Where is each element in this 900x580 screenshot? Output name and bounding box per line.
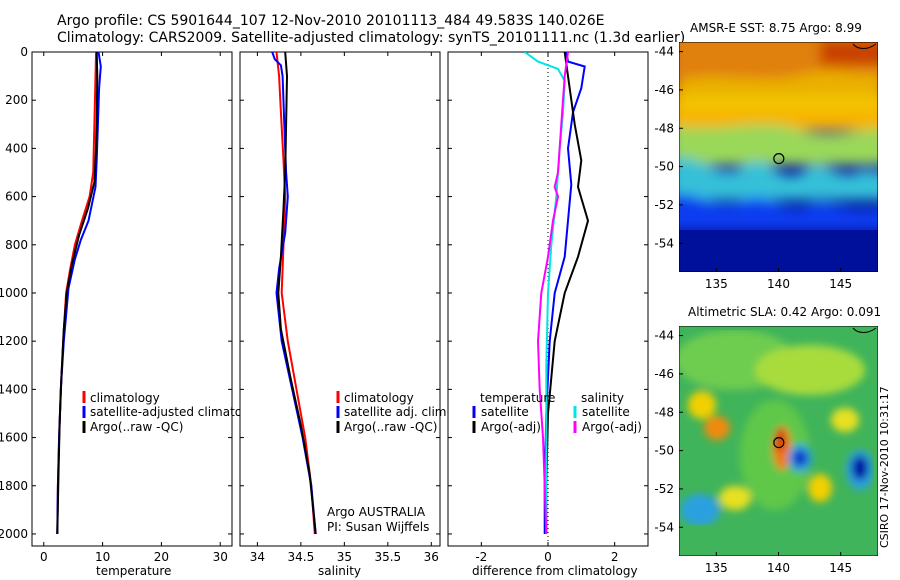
temperature-panel: 0 10 20 30 0 200 400 600 800 1000 1200 1400 1600 1800… <box>0 45 268 578</box>
profile-line-argo-adj- <box>536 52 569 535</box>
map-y-tick-label: -54 <box>654 520 674 534</box>
x-tick-label: 35.5 <box>374 550 401 564</box>
legend-text: satellite <box>481 405 529 419</box>
map-y-tick-label: -48 <box>654 405 674 419</box>
map-y-tick-label: -44 <box>654 45 674 59</box>
profile-line-argo-raw-qc- <box>56 52 99 535</box>
sla-map-ticks: 135 140 145 -44 -46 -48 -50 -52 -54 <box>654 329 852 575</box>
x-tick-label: 20 <box>154 550 169 564</box>
map-x-tick-label: 145 <box>829 561 852 575</box>
difference-xlabel: difference from climatology <box>472 564 638 578</box>
map-x-tick-label: 140 <box>767 561 790 575</box>
map-y-tick-label: -52 <box>654 198 674 212</box>
salinity-panel: 34 34.5 35 35.5 36 salinity climatology sate… <box>239 51 450 578</box>
argo-float-marker-sla <box>773 436 785 449</box>
map-y-tick-label: -52 <box>654 482 674 496</box>
x-tick-label: 0 <box>544 550 552 564</box>
y-tick-label: 1600 <box>0 431 28 445</box>
y-tick-label: 1400 <box>0 382 28 396</box>
y-tick-label: 200 <box>5 93 28 107</box>
profile-line-satellite <box>524 52 566 534</box>
x-tick-label: 35 <box>337 550 352 564</box>
argo-annotation-line2: PI: Susan Wijffels <box>327 520 429 534</box>
legend-text: satellite-adjusted climatology <box>90 405 268 419</box>
x-tick-label: 30 <box>213 550 228 564</box>
legend-text: Argo(-adj) <box>582 420 642 434</box>
salinity-legend: climatology satellite adj. clim. Argo(..… <box>336 391 450 434</box>
map-y-tick-label: -46 <box>654 83 674 97</box>
sst-map-ticks: 135 140 145 -44 -46 -48 -50 -52 -54 <box>654 45 852 291</box>
legend-header-salinity: salinity <box>581 391 624 405</box>
argo-annotation-line1: Argo AUSTRALIA <box>327 505 426 519</box>
temperature-xlabel: temperature <box>96 564 171 578</box>
y-tick-label: 1000 <box>0 286 28 300</box>
sla-contour <box>852 327 877 333</box>
figure-title-line1: Argo profile: CS 5901644_107 12-Nov-2010… <box>57 13 605 29</box>
temperature-legend: climatology satellite-adjusted climatolo… <box>82 391 268 434</box>
profile-line-argo-adj- <box>545 52 590 534</box>
x-tick-label: 34.5 <box>288 550 315 564</box>
legend-text: satellite adj. clim. <box>344 405 450 419</box>
y-tick-label: 400 <box>5 141 28 155</box>
map-y-tick-label: -54 <box>654 236 674 250</box>
salinity-xlabel: salinity <box>318 564 361 578</box>
sst-contour <box>852 43 877 49</box>
legend-text: Argo(..raw -QC) <box>344 420 437 434</box>
profile-line-climatology <box>275 52 316 535</box>
profile-line-argo-raw-qc- <box>277 52 317 535</box>
map-y-tick-label: -48 <box>654 121 674 135</box>
y-tick-label: 600 <box>5 190 28 204</box>
x-tick-label: 2 <box>611 550 619 564</box>
figure-title-line2: Climatology: CARS2009. Satellite-adjuste… <box>57 30 686 46</box>
map-x-tick-label: 145 <box>829 277 852 291</box>
map-y-tick-label: -50 <box>654 160 674 174</box>
y-tick-label: 2000 <box>0 527 28 541</box>
x-tick-label: 0 <box>40 550 48 564</box>
map-x-tick-label: 135 <box>705 561 728 575</box>
sst-heatmap <box>679 42 878 272</box>
legend-text: satellite <box>582 405 630 419</box>
legend-header-temperature: temperature <box>480 391 555 405</box>
map-y-tick-label: -44 <box>654 329 674 343</box>
sla-heatmap <box>679 326 878 556</box>
x-tick-label: 10 <box>95 550 110 564</box>
x-tick-label: 36 <box>424 550 439 564</box>
difference-profiles <box>524 52 590 535</box>
temperature-profiles <box>56 52 102 535</box>
map-y-tick-label: -50 <box>654 444 674 458</box>
x-tick-label: 34 <box>250 550 265 564</box>
y-tick-label: 800 <box>5 238 28 252</box>
legend-text: Argo(..raw -QC) <box>90 420 183 434</box>
sst-map-title: AMSR-E SST: 8.75 Argo: 8.99 <box>690 21 862 35</box>
x-tick-label: -2 <box>475 550 487 564</box>
sla-map-title: Altimetric SLA: 0.42 Argo: 0.091 <box>688 305 881 319</box>
map-x-tick-label: 140 <box>767 277 790 291</box>
y-tick-label: 0 <box>20 45 28 59</box>
side-stamp: CSIRO 17-Nov-2010 10:31:17 <box>878 386 891 548</box>
salinity-axes-box <box>239 51 441 547</box>
legend-text: Argo(-adj) <box>481 420 541 434</box>
map-x-tick-label: 135 <box>705 277 728 291</box>
difference-ticks: -2 0 2 <box>448 51 648 564</box>
sla-map-panel: Altimetric SLA: 0.42 Argo: 0.091 <box>654 305 881 575</box>
legend-text: climatology <box>344 391 414 405</box>
temperature-ticks: 0 10 20 30 0 200 400 600 800 1000 1200 1400 1600 1800… <box>0 45 232 564</box>
legend-text: climatology <box>90 391 160 405</box>
difference-panel: -2 0 2 difference from climatology tempera… <box>447 51 649 578</box>
temperature-axes-box <box>31 51 233 547</box>
salinity-ticks: 34 34.5 35 35.5 36 <box>240 51 440 564</box>
y-tick-label: 1800 <box>0 479 28 493</box>
difference-legend: temperature salinity satellite Argo(-adj… <box>472 391 642 434</box>
sst-map-panel: AMSR-E SST: 8.75 Argo: 8.99 135 140 145 -44… <box>654 21 878 291</box>
salinity-profiles <box>271 52 317 535</box>
map-y-tick-label: -46 <box>654 367 674 381</box>
y-tick-label: 1200 <box>0 334 28 348</box>
argo-float-marker-sst <box>773 152 785 165</box>
